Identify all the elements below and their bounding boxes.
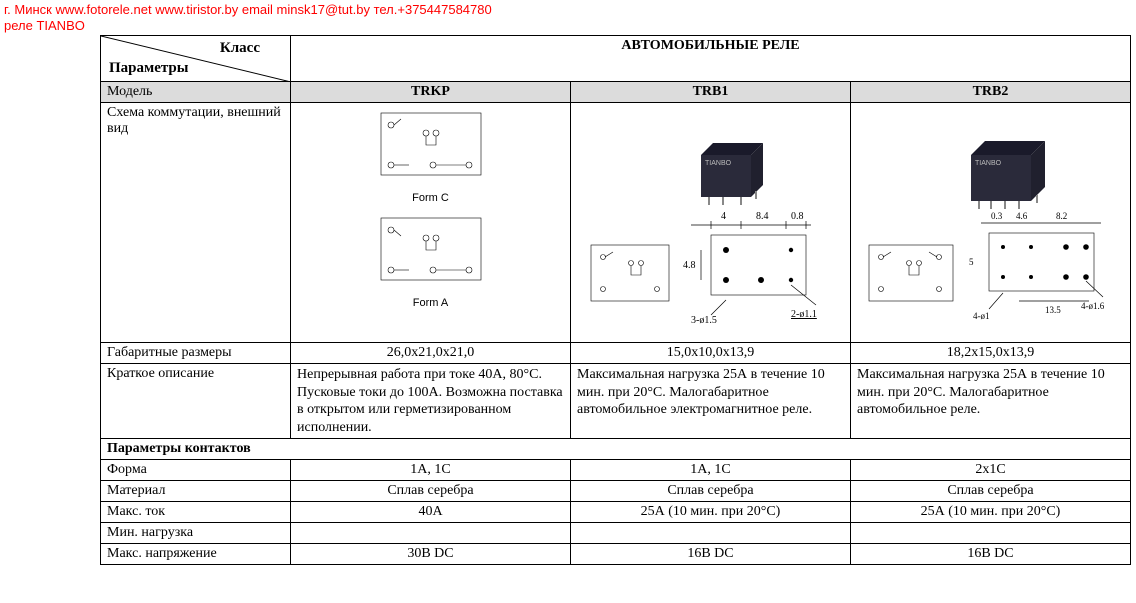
desc-trb2: Максимальная нагрузка 25А в течение 10 м…	[851, 364, 1131, 439]
spec-table: Класс Параметры АВТОМОБИЛЬНЫЕ РЕЛЕ Модел…	[100, 35, 1131, 565]
minload-v1	[571, 523, 851, 544]
svg-text:8.2: 8.2	[1056, 211, 1067, 221]
maxvolt-v1: 16В DC	[571, 544, 851, 565]
form-label: Форма	[101, 460, 291, 481]
svg-text:2-ø1.1: 2-ø1.1	[791, 309, 817, 320]
trb2-schematic: TIANBO 0.3 4.6 8.2	[851, 103, 1131, 343]
trkp-schematic: Form C Form A	[291, 103, 571, 343]
svg-text:0.8: 0.8	[791, 211, 804, 222]
minload-label: Мин. нагрузка	[101, 523, 291, 544]
city-prefix: г. Минск	[4, 2, 55, 17]
form-v2: 2x1C	[851, 460, 1131, 481]
form-v1: 1A, 1C	[571, 460, 851, 481]
maxvolt-v2: 16В DC	[851, 544, 1131, 565]
form-a-label: Form A	[297, 297, 564, 309]
material-v2: Сплав серебра	[851, 481, 1131, 502]
svg-text:13.5: 13.5	[1045, 305, 1061, 315]
model-row-label: Модель	[101, 82, 291, 103]
form-a-diagram	[371, 210, 491, 290]
svg-text:4-ø1.6: 4-ø1.6	[1081, 301, 1105, 311]
minload-v0	[291, 523, 571, 544]
form-c-diagram	[371, 105, 491, 185]
dims-trb2: 18,2x15,0x13,9	[851, 343, 1131, 364]
desc-trb1: Максимальная нагрузка 25А в течение 10 м…	[571, 364, 851, 439]
dims-label: Габаритные размеры	[101, 343, 291, 364]
maxcurrent-label: Макс. ток	[101, 502, 291, 523]
maxcurrent-v0: 40А	[291, 502, 571, 523]
contacts-header: Параметры контактов	[101, 439, 1131, 460]
svg-text:TIANBO: TIANBO	[705, 160, 732, 167]
maxvolt-v0: 30В DC	[291, 544, 571, 565]
contact-text: email minsk17@tut.by тел.+375447584780	[238, 2, 491, 17]
dims-trb1: 15,0x10,0x13,9	[571, 343, 851, 364]
category-title: АВТОМОБИЛЬНЫЕ РЕЛЕ	[291, 36, 1131, 82]
class-label: Класс	[220, 40, 260, 57]
svg-text:5: 5	[969, 257, 974, 267]
maxvolt-label: Макс. напряжение	[101, 544, 291, 565]
schematic-label: Схема коммутации, внешний вид	[101, 103, 291, 343]
svg-text:0.3: 0.3	[991, 211, 1003, 221]
params-label: Параметры	[109, 60, 189, 77]
page-header: г. Минск www.fotorele.net www.tiristor.b…	[0, 0, 1136, 35]
svg-text:4.6: 4.6	[1016, 211, 1028, 221]
minload-v2	[851, 523, 1131, 544]
svg-text:4.8: 4.8	[683, 260, 696, 271]
form-c-label: Form C	[297, 192, 564, 204]
svg-text:4: 4	[721, 211, 726, 222]
maxcurrent-v1: 25А (10 мин. при 20°C)	[571, 502, 851, 523]
link-fotorele[interactable]: www.fotorele.net	[55, 2, 151, 17]
material-v0: Сплав серебра	[291, 481, 571, 502]
form-v0: 1A, 1C	[291, 460, 571, 481]
svg-text:TIANBO: TIANBO	[975, 160, 1002, 167]
svg-text:4-ø1: 4-ø1	[973, 311, 990, 321]
model-trb2: TRB2	[851, 82, 1131, 103]
desc-label: Краткое описание	[101, 364, 291, 439]
dims-trkp: 26,0x21,0x21,0	[291, 343, 571, 364]
maxcurrent-v2: 25А (10 мин. при 20°C)	[851, 502, 1131, 523]
svg-text:8.4: 8.4	[756, 211, 769, 222]
desc-trkp: Непрерывная работа при токе 40А, 80°C. П…	[291, 364, 571, 439]
model-trb1: TRB1	[571, 82, 851, 103]
material-label: Материал	[101, 481, 291, 502]
trb1-schematic: TIANBO 4	[571, 103, 851, 343]
class-params-cell: Класс Параметры	[101, 36, 291, 82]
trb1-image: TIANBO 4	[581, 105, 841, 335]
brand-line: реле TIANBO	[4, 18, 85, 33]
material-v1: Сплав серебра	[571, 481, 851, 502]
model-trkp: TRKP	[291, 82, 571, 103]
trb2-image: TIANBO 0.3 4.6 8.2	[861, 105, 1121, 335]
svg-text:3-ø1.5: 3-ø1.5	[691, 315, 717, 326]
link-tiristor[interactable]: www.tiristor.by	[155, 2, 238, 17]
